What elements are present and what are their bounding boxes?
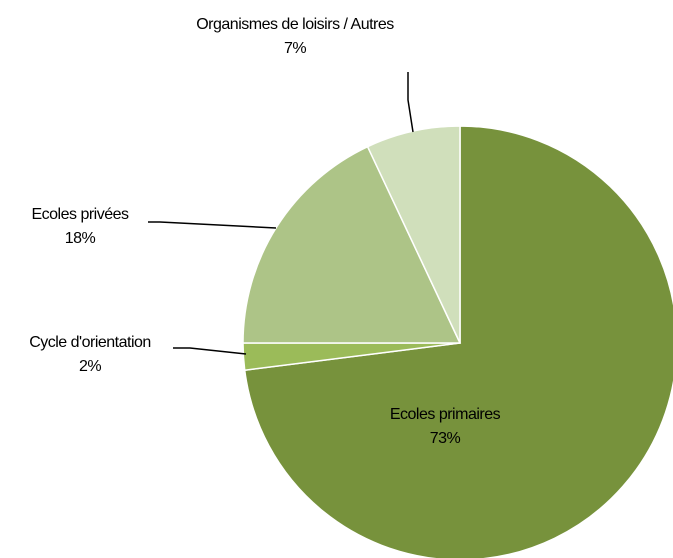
- slice-label: Ecoles privées 18%: [0, 203, 160, 251]
- slice-label: Cycle d'orientation 2%: [0, 331, 180, 379]
- leader-line: [148, 221, 277, 229]
- category-label: Ecoles primaires: [389, 406, 501, 423]
- slice-label: Organismes de loisirs / Autres 7%: [190, 13, 400, 61]
- value-label: 7%: [283, 40, 307, 57]
- slice-label: Ecoles primaires 73%: [345, 403, 545, 451]
- value-label: 2%: [78, 358, 102, 375]
- category-label: Cycle d'orientation: [29, 334, 151, 351]
- leader-line: [173, 347, 247, 355]
- leader-line: [407, 72, 414, 133]
- value-label: 73%: [429, 430, 461, 447]
- value-label: 18%: [64, 230, 96, 247]
- pie-slice: [243, 125, 673, 558]
- category-label: Ecoles privées: [31, 206, 129, 223]
- pie-slice: [242, 145, 462, 344]
- category-label: Organismes de loisirs / Autres: [196, 16, 394, 33]
